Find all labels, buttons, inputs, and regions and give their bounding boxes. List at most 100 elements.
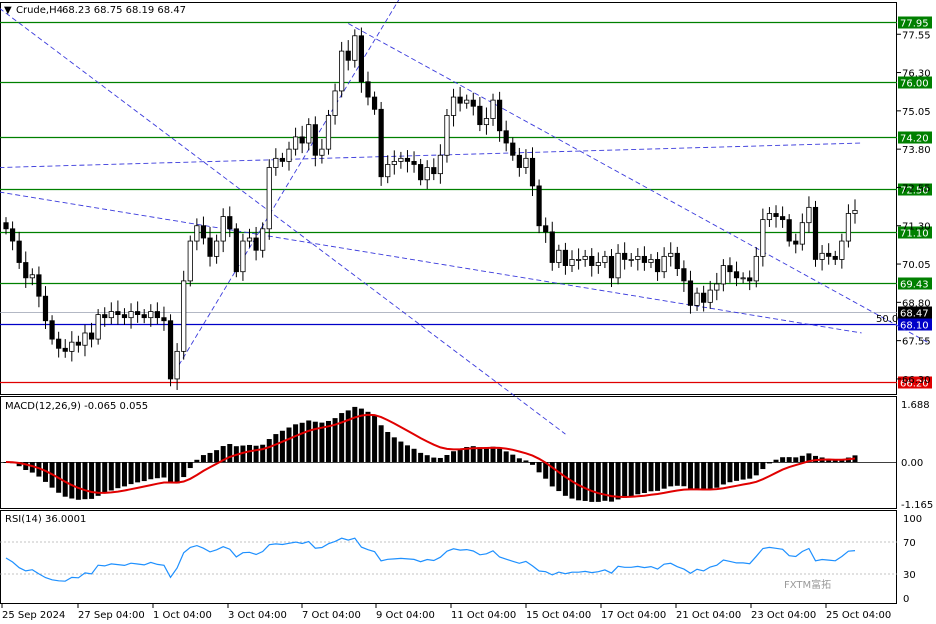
macd-bar-61: [404, 445, 410, 462]
macd-bar-81: [536, 462, 542, 473]
macd-bar-104: [687, 462, 693, 489]
candle-74: [490, 99, 496, 119]
macd-bar-2: [16, 462, 22, 467]
candle-38: [253, 237, 259, 251]
collapse-triangle-icon[interactable]: ▼: [4, 5, 12, 16]
macd-bar-17: [115, 462, 121, 489]
trend-line-4[interactable]: [170, 0, 415, 380]
candle-101: [668, 252, 674, 257]
candle-66: [437, 154, 443, 175]
candle-118: [780, 216, 786, 221]
candle-94: [622, 252, 628, 260]
macd-bar-39: [260, 444, 266, 462]
macd-bar-58: [385, 431, 391, 462]
candle-112: [740, 277, 746, 280]
rsi-tick-label-3: 0: [903, 594, 909, 605]
level-badge-label-3: 72.50: [900, 186, 929, 197]
candle-32: [214, 240, 220, 257]
candle-6: [42, 295, 49, 322]
macd-bar-25: [168, 462, 174, 483]
candle-10: [69, 341, 75, 352]
macd-bar-50: [332, 418, 338, 462]
candle-44: [292, 136, 299, 150]
price-tick-label-8: 67.55: [902, 337, 931, 348]
candle-52: [345, 50, 351, 61]
candle-124: [819, 252, 825, 260]
macd-bar-37: [247, 444, 253, 462]
candle-109: [720, 265, 726, 285]
candle-117: [773, 213, 779, 217]
candle-87: [575, 259, 582, 261]
time-tick-label-3: 3 Oct 04:00: [228, 610, 287, 621]
candle-19: [128, 311, 134, 319]
candle-99: [654, 259, 661, 273]
macd-bar-16: [108, 462, 114, 491]
candle-54: [358, 35, 364, 83]
time-tick-label-0: 25 Sep 2024: [2, 610, 65, 621]
trend-line-1[interactable]: [0, 191, 862, 334]
level-badge-label-5: 69.43: [900, 280, 929, 291]
macd-bar-13: [89, 462, 95, 499]
macd-bar-118: [780, 457, 786, 462]
candle-110: [727, 265, 733, 273]
macd-bar-55: [365, 411, 371, 462]
fifty-label: 50.0: [876, 314, 898, 325]
macd-bar-84: [556, 462, 562, 492]
macd-bar-59: [391, 437, 397, 462]
macd-bar-122: [806, 453, 812, 462]
macd-bar-74: [490, 446, 496, 462]
candle-81: [536, 185, 542, 227]
candle-12: [82, 332, 88, 346]
macd-bar-102: [674, 462, 680, 486]
candle-30: [200, 225, 207, 239]
macd-bar-114: [753, 462, 759, 476]
macd-bar-41: [273, 434, 279, 462]
macd-histogram: 1.688 0.00 -1.165: [0, 400, 933, 511]
candle-39: [260, 228, 266, 251]
macd-bar-113: [747, 462, 753, 479]
time-tick-label-7: 15 Oct 04:00: [526, 610, 591, 621]
macd-bar-67: [444, 455, 450, 462]
candle-50: [332, 90, 338, 116]
price-tick-label-5: 71.30: [902, 222, 931, 233]
time-axis: 25 Sep 2024 27 Sep 04:00 1 Oct 04:00 3 Oct …: [1, 604, 891, 621]
level-badge-1: [898, 76, 932, 89]
candle-4: [29, 274, 35, 279]
candle-58: [385, 164, 391, 178]
macd-bar-120: [793, 457, 799, 462]
candle-45: [299, 136, 305, 144]
candle-92: [608, 255, 615, 279]
macd-bar-71: [470, 446, 476, 462]
macd-bar-69: [457, 448, 463, 462]
candle-79: [523, 157, 529, 168]
level-badge-2: [898, 131, 932, 144]
candle-29: [194, 225, 200, 242]
macd-bar-20: [135, 462, 141, 483]
macd-bar-63: [418, 452, 424, 462]
candle-83: [549, 231, 555, 263]
level-badge-label-8: 66.20: [900, 379, 929, 390]
macd-bar-66: [437, 457, 443, 462]
macd-bar-9: [62, 462, 68, 497]
trend-line-2[interactable]: [0, 142, 862, 168]
macd-bar-76: [503, 451, 509, 462]
candle-122: [806, 206, 812, 224]
candle-127: [839, 240, 845, 260]
candle-33: [220, 216, 226, 242]
candle-71: [470, 99, 476, 107]
candle-43: [286, 148, 292, 162]
watermark: FXTM富拓: [784, 578, 831, 591]
candle-100: [661, 255, 667, 273]
candle-34: [227, 216, 233, 230]
trend-line-3[interactable]: [348, 23, 928, 343]
candle-105: [694, 292, 700, 306]
macd-bar-116: [766, 462, 772, 464]
macd-bar-107: [707, 462, 713, 490]
time-tick-label-5: 9 Oct 04:00: [376, 610, 435, 621]
candle-88: [582, 255, 588, 260]
candle-37: [246, 237, 253, 242]
candle-41: [273, 157, 279, 168]
candle-115: [760, 219, 766, 257]
trend-line-0[interactable]: [0, 8, 566, 435]
macd-bar-117: [773, 459, 779, 462]
